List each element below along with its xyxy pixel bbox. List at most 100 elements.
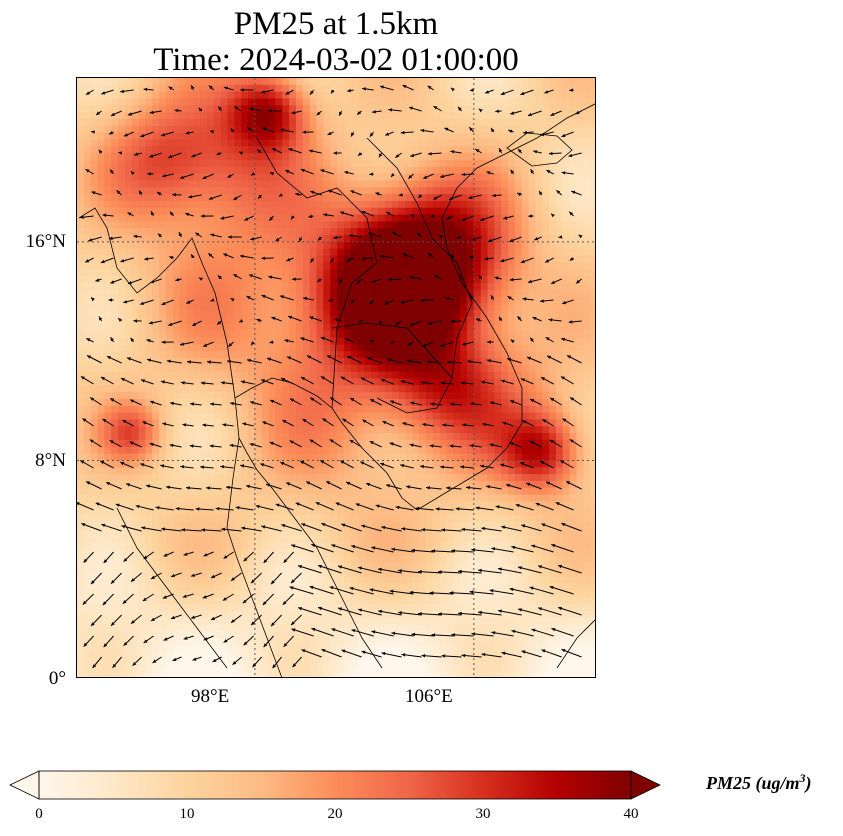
wind-arrow-head [441,528,445,532]
wind-arrow-head [303,296,307,301]
wind-arrow-head [91,191,96,195]
wind-arrow-head [369,172,374,176]
wind-arrow-head [361,650,366,654]
wind-arrow [511,630,534,637]
wind-arrow-head [298,565,302,569]
wind-arrow-head [123,642,128,646]
wind-arrow-head [491,631,496,635]
wind-arrow-head [429,444,434,448]
wind-arrow-head [418,194,422,198]
wind-arrow-head [203,637,208,641]
wind-arrow-head [221,527,225,532]
wind-arrow-head [540,377,545,381]
wind-arrow [551,544,574,553]
border-thailand [256,137,378,409]
wind-arrow-head [389,442,394,446]
wind-arrow-head [269,441,274,446]
wind-arrow-head [147,172,151,176]
wind-arrow-head [569,439,574,443]
wind-arrow-head [107,356,111,360]
wind-arrow [438,613,462,616]
wind-arrow-head [507,357,511,362]
wind-arrow-head [430,402,434,406]
lat-tick-16n: 16°N [25,231,66,252]
wind-arrow-head [185,131,190,135]
wind-arrow-head [292,277,296,281]
wind-arrow-head [361,256,366,261]
wind-arrow-head [77,502,80,506]
wind-arrow-head [380,378,385,383]
wind-arrow-head [298,607,302,611]
wind-arrow [311,543,334,553]
wind-arrow [431,634,454,637]
wind-arrow-head [357,111,361,115]
wind-arrow-head [317,278,322,282]
wind-arrow-head [301,649,306,653]
wind-arrow-head [461,527,465,532]
wind-arrow-head [306,481,311,485]
wind-arrow-head [522,297,527,301]
wind-arrow-head [91,580,95,584]
wind-arrow-head [139,190,143,195]
wind-arrow-head [330,258,334,263]
wind-arrow-head [550,397,555,402]
wind-arrow-head [168,154,173,159]
wind-arrow-head [530,337,534,342]
wind-arrow [411,549,434,553]
wind-arrow-head [111,580,115,584]
wind-arrow-head [148,321,153,325]
wind-arrow-head [133,234,138,239]
wind-arrow-head [439,234,443,239]
wind-arrow [557,606,582,616]
wind-arrow-head [378,567,382,572]
wind-arrow-head [223,253,228,257]
wind-arrow-head [86,91,90,95]
wind-arrow-head [467,360,471,364]
wind-arrow-head [133,319,137,323]
wind-arrow-head [222,423,227,427]
wind-arrow-head [134,152,139,156]
wind-arrow-head [507,296,512,300]
wind-arrow-head [240,254,244,258]
wind-arrow-head [251,579,255,584]
wind-arrow-head [440,465,444,469]
wind-arrow-head [576,279,580,284]
wind-arrow-head [163,637,168,641]
pm25-map [77,78,595,677]
wind-arrow-head [132,662,137,666]
wind-arrow-head [258,194,262,199]
wind-arrow-head [539,190,543,195]
wind-arrow-head [169,256,174,260]
wind-arrow [371,546,394,553]
wind-arrow-head [129,441,134,445]
wind-arrow-head [144,257,149,261]
wind-arrow-head [207,360,211,364]
wind-arrow-head [295,192,300,197]
wind-arrow-head [318,236,322,241]
wind-arrow-head [108,298,112,302]
wind-arrow-head [202,423,207,427]
wind-arrow-head [351,629,356,633]
wind-arrow-head [106,482,111,486]
wind-arrow-head [502,421,507,425]
wind-arrow [498,610,522,616]
wind-arrow-head [431,633,436,637]
wind-arrow-head [210,402,214,406]
wind-arrow-head [481,526,486,531]
wind-arrow-head [371,630,376,634]
wind-arrow-head [200,465,204,469]
wind-arrow-head [451,549,455,553]
wind-arrow-head [321,649,326,653]
wind-arrow-head [308,149,313,153]
wind-arrow-head [380,85,384,89]
wind-arrow-head [340,376,345,380]
wind-arrow-head [400,300,405,304]
wind-arrow-head [122,600,127,604]
wind-arrow-head [558,606,562,611]
wind-arrow-head [282,601,287,605]
wind-arrow-head [200,381,205,385]
wind-arrow-head [423,175,428,179]
wind-arrow-head [450,402,454,406]
wind-arrow-head [575,110,580,115]
wind-arrow-head [446,486,450,490]
